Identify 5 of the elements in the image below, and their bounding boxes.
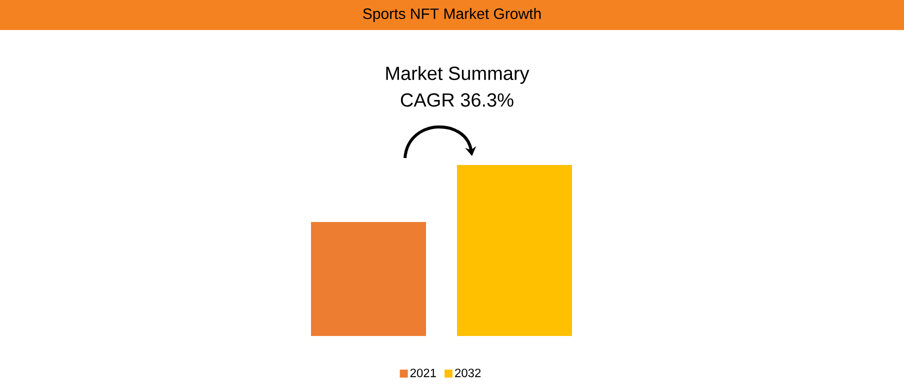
text: Market Summary [386,66,530,84]
legend-label: 2032 [455,368,481,378]
chart-title: Sports NFT Market Growth [363,8,541,22]
text: CAGR 36.3% [400,93,514,107]
legend-label: 2021 [410,368,436,378]
